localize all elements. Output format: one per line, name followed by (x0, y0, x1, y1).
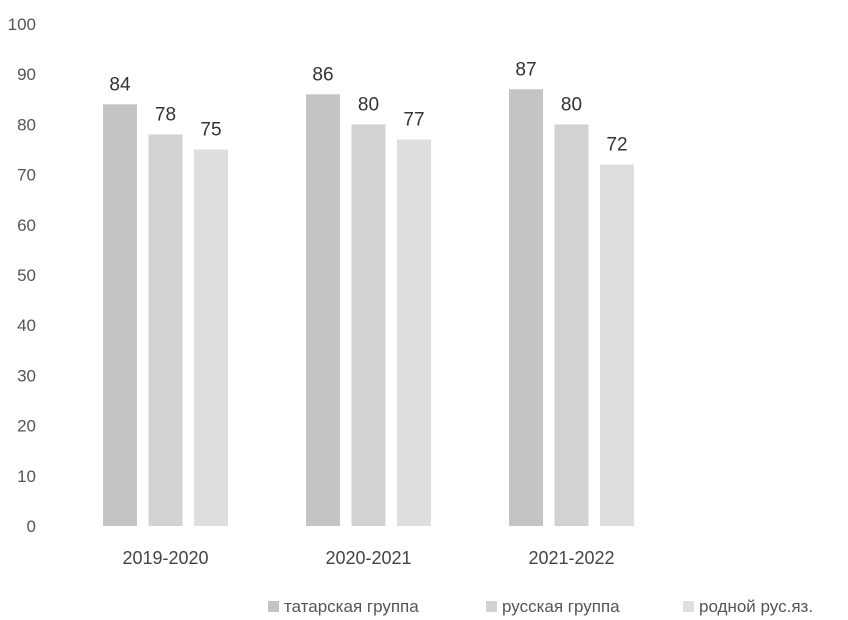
y-tick-label: 30 (17, 366, 36, 385)
data-label: 80 (358, 94, 379, 115)
bar (194, 149, 228, 526)
y-tick-label: 10 (17, 467, 36, 486)
y-tick-label: 0 (27, 517, 36, 536)
data-label: 72 (606, 135, 627, 156)
bar (509, 89, 543, 526)
legend-swatch (268, 601, 279, 612)
data-label: 77 (403, 109, 424, 130)
y-tick-label: 90 (17, 65, 36, 84)
legend-item: татарская группа (268, 597, 419, 616)
y-tick-label: 50 (17, 266, 36, 285)
data-label: 87 (515, 59, 536, 80)
bar (306, 94, 340, 526)
data-label: 80 (561, 94, 582, 115)
legend-label: родной рус.яз. (699, 597, 813, 616)
legend-swatch (683, 601, 694, 612)
data-label: 75 (200, 120, 221, 141)
legend-label: русская группа (502, 597, 620, 616)
data-label: 84 (109, 74, 131, 95)
x-tick-label: 2019-2020 (122, 548, 208, 568)
data-label: 78 (155, 104, 176, 125)
data-labels: 84 78 75 86 80 77 87 80 72 (109, 59, 627, 155)
x-axis: 2019-2020 2020-2021 2021-2022 (122, 548, 614, 568)
legend: татарская группа русская группа родной рус… (268, 597, 813, 616)
y-tick-label: 60 (17, 216, 36, 235)
y-tick-label: 100 (8, 15, 36, 34)
legend-swatch (486, 601, 497, 612)
data-label: 86 (312, 64, 333, 85)
x-tick-label: 2021-2022 (528, 548, 614, 568)
legend-item: родной рус.яз. (683, 597, 813, 616)
y-tick-label: 40 (17, 316, 36, 335)
y-tick-label: 70 (17, 166, 36, 185)
legend-label: татарская группа (284, 597, 419, 616)
bar (397, 139, 431, 526)
legend-item: русская группа (486, 597, 620, 616)
bar (351, 124, 386, 527)
bar (554, 124, 589, 527)
bars (103, 89, 634, 527)
y-tick-label: 20 (17, 417, 36, 436)
x-tick-label: 2020-2021 (325, 548, 411, 568)
bar (148, 134, 183, 526)
bar (600, 164, 634, 526)
y-tick-label: 80 (17, 115, 36, 134)
bar (103, 104, 137, 526)
y-axis: 0 10 20 30 40 50 60 70 80 90 100 (8, 15, 36, 536)
